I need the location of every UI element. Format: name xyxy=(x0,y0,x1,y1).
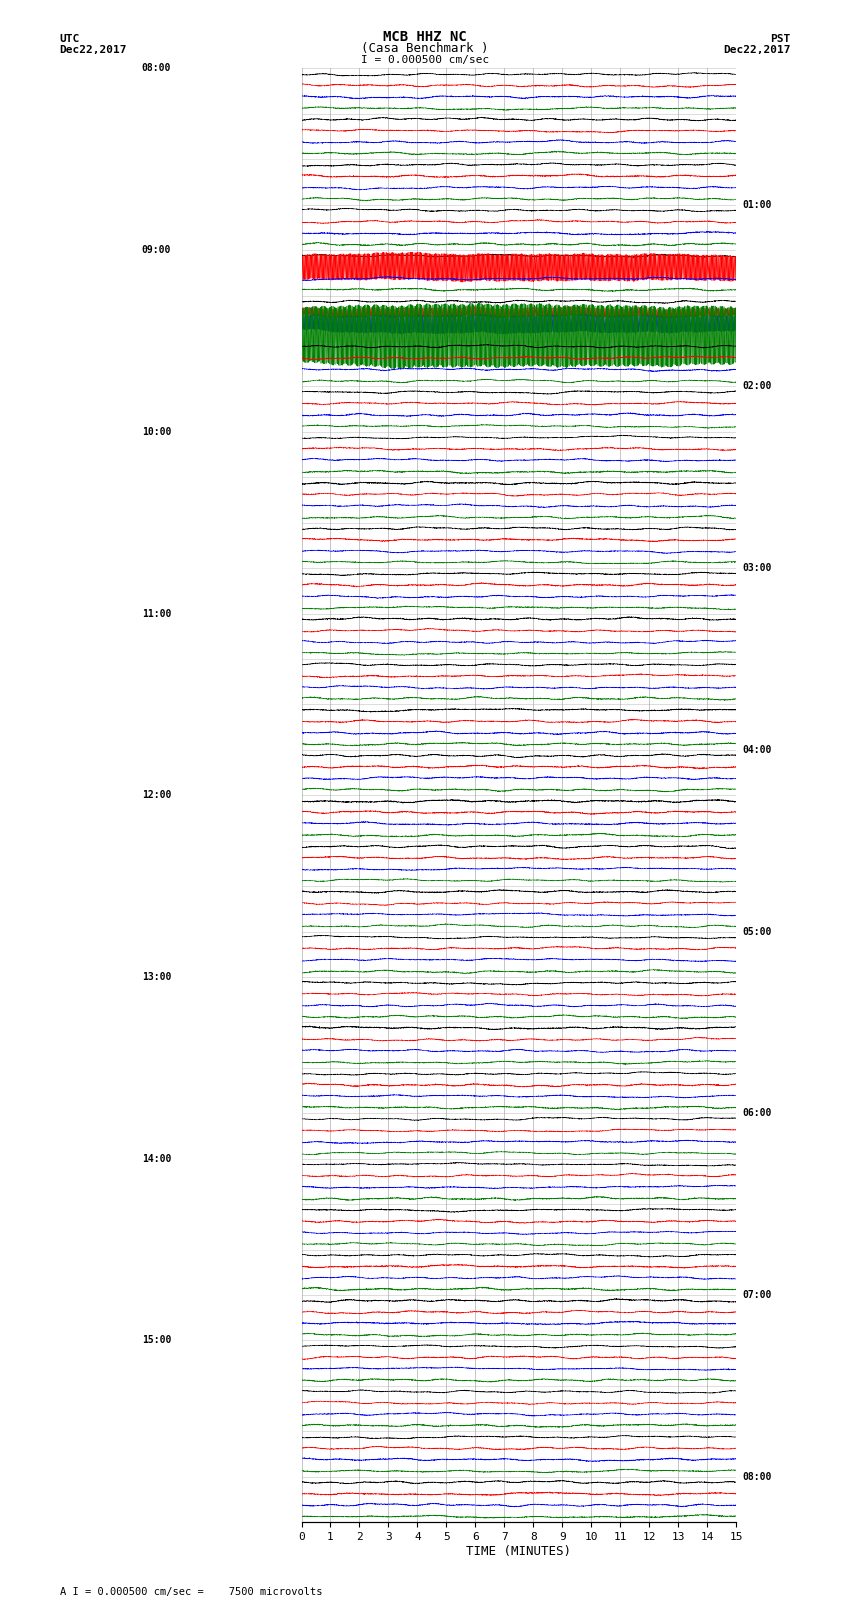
Text: Dec22,2017: Dec22,2017 xyxy=(60,45,127,55)
Text: 03:00: 03:00 xyxy=(743,563,772,573)
Text: 08:00: 08:00 xyxy=(743,1471,772,1482)
Text: Dec22,2017: Dec22,2017 xyxy=(723,45,791,55)
Text: 04:00: 04:00 xyxy=(743,745,772,755)
Text: 06:00: 06:00 xyxy=(743,1108,772,1118)
Text: PST: PST xyxy=(770,34,790,44)
Text: 02:00: 02:00 xyxy=(743,381,772,392)
Text: 13:00: 13:00 xyxy=(142,973,171,982)
Text: 14:00: 14:00 xyxy=(142,1153,171,1163)
X-axis label: TIME (MINUTES): TIME (MINUTES) xyxy=(467,1545,571,1558)
Text: 07:00: 07:00 xyxy=(743,1290,772,1300)
Text: UTC: UTC xyxy=(60,34,80,44)
Text: A I = 0.000500 cm/sec =    7500 microvolts: A I = 0.000500 cm/sec = 7500 microvolts xyxy=(60,1587,322,1597)
Text: 08:00: 08:00 xyxy=(142,63,171,73)
Text: 09:00: 09:00 xyxy=(142,245,171,255)
Text: I = 0.000500 cm/sec: I = 0.000500 cm/sec xyxy=(361,55,489,65)
Text: 05:00: 05:00 xyxy=(743,926,772,937)
Text: (Casa Benchmark ): (Casa Benchmark ) xyxy=(361,42,489,55)
Text: 10:00: 10:00 xyxy=(142,427,171,437)
Text: 01:00: 01:00 xyxy=(743,200,772,210)
Text: MCB HHZ NC: MCB HHZ NC xyxy=(383,29,467,44)
Text: 11:00: 11:00 xyxy=(142,608,171,618)
Text: 15:00: 15:00 xyxy=(142,1336,171,1345)
Text: 12:00: 12:00 xyxy=(142,790,171,800)
